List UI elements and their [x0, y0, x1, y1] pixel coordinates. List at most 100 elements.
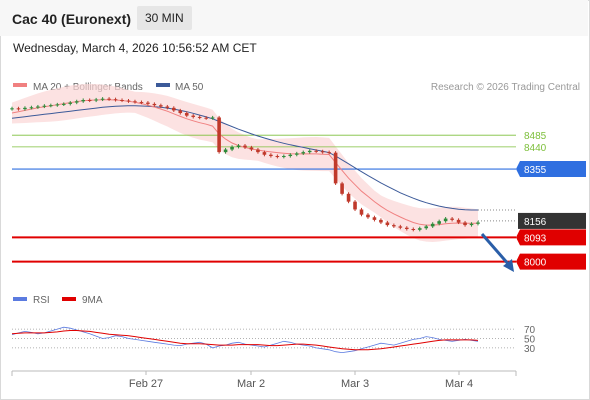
candle-body — [87, 100, 92, 101]
support-label: 8093 — [524, 233, 547, 244]
candle-body — [249, 147, 254, 150]
timeframe-badge[interactable]: 30 MIN — [137, 6, 192, 30]
ma9-legend-swatch — [62, 297, 76, 301]
rsi-tick-label: 50 — [524, 335, 536, 346]
candle-body — [398, 226, 403, 228]
candle-body — [314, 150, 318, 152]
candlesticks — [10, 97, 480, 232]
pivot-tag — [516, 161, 586, 178]
candle-body — [107, 98, 111, 100]
candle-body — [307, 150, 312, 153]
candle-body — [81, 100, 85, 102]
resistance-label: 8440 — [524, 143, 547, 154]
candle-body — [463, 222, 467, 226]
x-tick-label: Mar 4 — [445, 378, 473, 390]
candle-body — [230, 146, 234, 150]
rsi-legend-label: RSI — [33, 295, 50, 306]
time-axis: Feb 27 Mar 2 Mar 3 Mar 4 — [11, 370, 517, 390]
candle-body — [411, 229, 416, 230]
support-tag — [516, 229, 586, 246]
candle-body — [243, 145, 247, 148]
candle-body — [256, 149, 260, 153]
forecast-arrow-icon — [480, 233, 514, 272]
target-label: 8000 — [524, 258, 547, 269]
ma50-legend-swatch — [156, 83, 170, 87]
candle-body — [223, 149, 228, 153]
candle-body — [236, 145, 241, 147]
timestamp-label: Wednesday, March 4, 2026 10:56:52 AM CET — [13, 41, 257, 55]
candle-body — [288, 154, 293, 157]
candle-body — [327, 152, 331, 154]
candle-body — [476, 222, 480, 224]
candle-body — [94, 99, 98, 101]
candle-body — [42, 105, 47, 107]
candle-body — [450, 218, 454, 220]
candle-body — [469, 223, 474, 226]
header-bar: Cac 40 (Euronext) 30 MIN — [0, 0, 588, 36]
candle-body — [184, 113, 189, 116]
candle-body — [146, 102, 150, 104]
candle-body — [126, 100, 131, 102]
candle-body — [346, 193, 351, 202]
candle-body — [424, 226, 429, 229]
candle-body — [120, 100, 124, 101]
target-tag — [516, 253, 586, 270]
candle-body — [178, 110, 183, 114]
candle-body — [139, 102, 144, 104]
candle-body — [159, 105, 163, 107]
candle-body — [385, 222, 390, 226]
ma20-legend-swatch — [13, 83, 27, 87]
last-price-label: 8156 — [524, 217, 547, 228]
candle-body — [430, 223, 435, 227]
candle-body — [29, 107, 34, 109]
candle-body — [353, 201, 357, 210]
candle-body — [191, 115, 196, 117]
rsi-tick-label: 30 — [524, 344, 536, 355]
candle-body — [443, 218, 448, 222]
candle-body — [269, 154, 273, 157]
instrument-title: Cac 40 (Euronext) — [12, 11, 132, 27]
candle-body — [282, 156, 286, 158]
candle-body — [204, 117, 208, 119]
candle-body — [55, 104, 60, 106]
candle-body — [61, 103, 66, 105]
candle-body — [68, 102, 73, 104]
bollinger-band-area — [12, 83, 478, 242]
candle-body — [392, 225, 396, 227]
candle-body — [417, 228, 422, 230]
candle-body — [359, 209, 364, 215]
candle-body — [100, 98, 105, 100]
candle-body — [74, 101, 79, 103]
ma9-legend-label: 9MA — [82, 295, 103, 306]
attribution-label: Research © 2026 Trading Central — [431, 82, 580, 93]
candle-body — [113, 99, 118, 101]
candle-body — [197, 116, 202, 118]
candle-body — [275, 156, 280, 158]
candle-body — [152, 103, 157, 106]
ma50-line — [11, 105, 478, 211]
candle-body — [405, 227, 409, 229]
resistance-label: 8485 — [524, 131, 547, 142]
candle-body — [133, 101, 137, 103]
last-price-tag — [518, 212, 586, 229]
candle-body — [16, 108, 21, 110]
candle-body — [262, 152, 267, 155]
candle-body — [320, 151, 325, 153]
candle-body — [172, 107, 176, 111]
candle-body — [301, 152, 306, 154]
x-tick-label: Feb 27 — [129, 378, 163, 390]
bollinger-bands — [12, 83, 478, 242]
price-levels — [12, 134, 516, 263]
x-tick-label: Mar 3 — [341, 378, 369, 390]
candle-body — [333, 152, 338, 184]
candle-body — [217, 117, 221, 153]
rsi-legend-swatch — [13, 297, 27, 301]
candle-body — [294, 153, 299, 155]
candle-body — [437, 221, 441, 224]
pivot-label: 8355 — [524, 165, 547, 176]
x-tick-label: Mar 2 — [237, 378, 265, 390]
